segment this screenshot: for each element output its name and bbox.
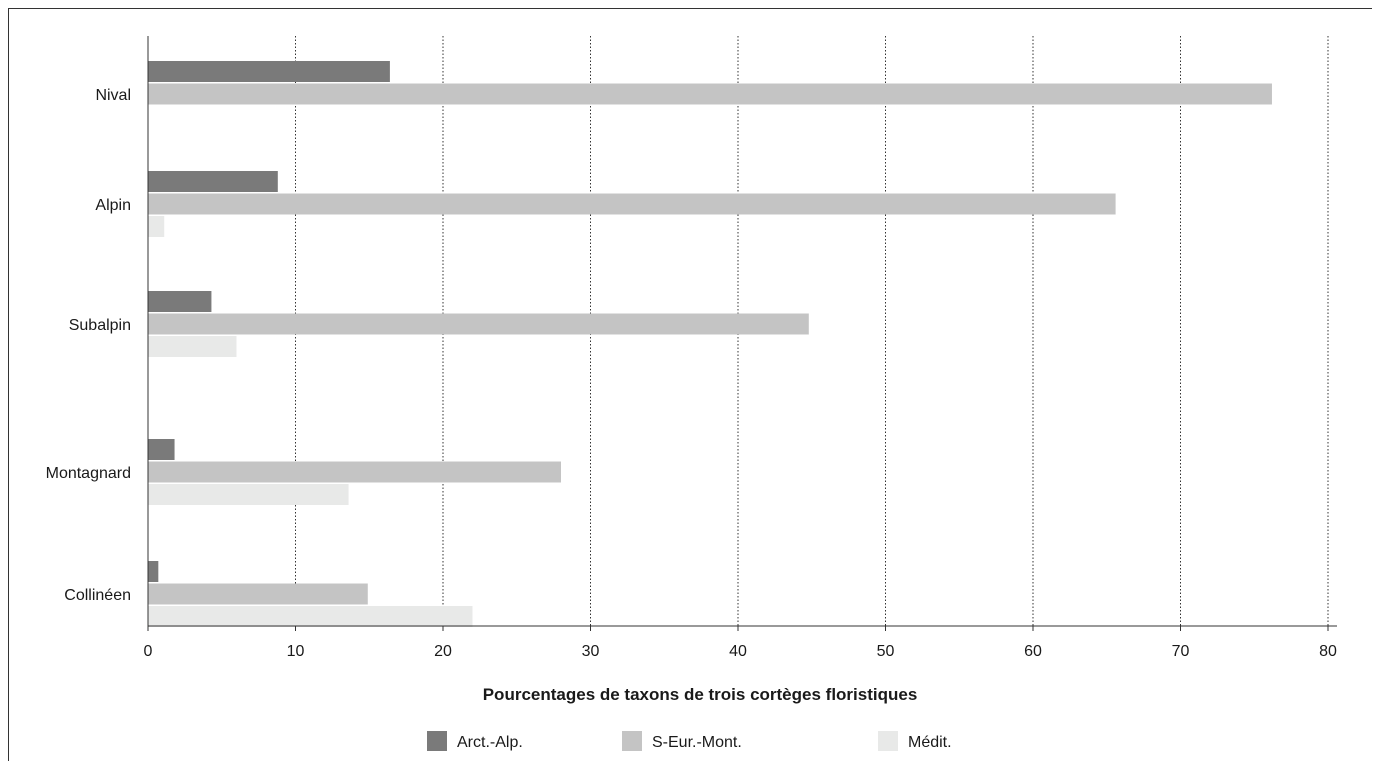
- bars: [148, 61, 1272, 627]
- bar-alpin-series-1: [148, 171, 278, 192]
- x-tick-label: 30: [582, 643, 600, 660]
- x-tick-label: 80: [1319, 643, 1337, 660]
- bar-alpin-series-3: [148, 216, 165, 237]
- bar-montagnard-series-2: [148, 461, 561, 483]
- category-label: Collinéen: [64, 587, 131, 604]
- legend-swatch-1: [427, 731, 447, 751]
- category-label: Montagnard: [46, 465, 131, 482]
- category-labels: Nival Alpin Subalpin Montagnard Collinéen: [46, 87, 131, 604]
- bar-nival-series-2: [148, 83, 1272, 105]
- bar-subalpin-series-1: [148, 291, 212, 312]
- x-tick-label: 0: [144, 643, 153, 660]
- bar-nival-series-1: [148, 61, 390, 82]
- category-label: Alpin: [95, 197, 131, 214]
- bar-montagnard-series-1: [148, 439, 175, 460]
- category-label: Subalpin: [69, 317, 131, 334]
- legend: Arct.-Alp. S-Eur.-Mont. Médit.: [427, 731, 952, 751]
- x-tick-label: 50: [877, 643, 895, 660]
- legend-label-2: S-Eur.-Mont.: [652, 734, 742, 751]
- category-label: Nival: [95, 87, 131, 104]
- axes: [147, 36, 1337, 631]
- bar-subalpin-series-3: [148, 336, 237, 357]
- legend-label-3: Médit.: [908, 734, 952, 751]
- bar-collinéen-series-2: [148, 583, 368, 605]
- legend-swatch-2: [622, 731, 642, 751]
- legend-swatch-3: [878, 731, 898, 751]
- bar-alpin-series-2: [148, 193, 1116, 215]
- x-tick-label: 40: [729, 643, 747, 660]
- legend-label-1: Arct.-Alp.: [457, 734, 523, 751]
- bar-collinéen-series-1: [148, 561, 159, 582]
- x-tick-label: 60: [1024, 643, 1042, 660]
- x-axis-title: Pourcentages de taxons de trois cortèges…: [483, 685, 918, 704]
- tick-labels: 0 10 20 30 40 50 60 70 80: [144, 643, 1337, 660]
- bar-collinéen-series-3: [148, 606, 473, 627]
- x-tick-label: 10: [287, 643, 305, 660]
- chart-frame: [8, 8, 1372, 761]
- x-tick-label: 70: [1172, 643, 1190, 660]
- bar-subalpin-series-2: [148, 313, 809, 335]
- x-tick-label: 20: [434, 643, 452, 660]
- bar-montagnard-series-3: [148, 484, 349, 505]
